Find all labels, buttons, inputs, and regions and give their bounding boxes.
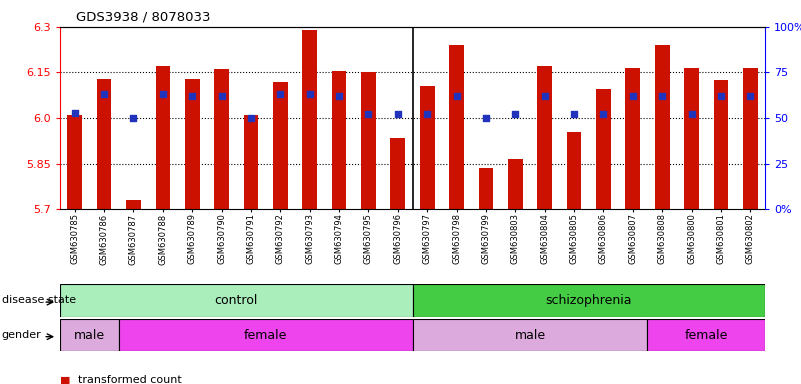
Text: ■: ■ — [60, 375, 70, 384]
Text: female: female — [244, 329, 288, 341]
Bar — [743, 68, 758, 209]
Bar — [626, 68, 640, 209]
Text: disease state: disease state — [2, 295, 76, 306]
Text: GDS3938 / 8078033: GDS3938 / 8078033 — [76, 10, 211, 23]
Bar — [60, 319, 119, 351]
Bar — [119, 319, 413, 351]
Bar — [449, 45, 464, 209]
Bar — [647, 319, 765, 351]
Bar — [185, 79, 199, 209]
Point — [186, 93, 199, 99]
Bar — [684, 68, 698, 209]
Bar — [413, 284, 765, 317]
Point — [304, 91, 316, 98]
Point — [714, 93, 727, 99]
Point — [127, 115, 140, 121]
Point — [685, 111, 698, 118]
Bar — [67, 115, 82, 209]
Text: male: male — [514, 329, 545, 341]
Point — [656, 93, 669, 99]
Point — [568, 111, 581, 118]
Bar — [126, 200, 141, 209]
Bar — [596, 89, 610, 209]
Point — [744, 93, 757, 99]
Bar — [302, 30, 317, 209]
Point — [68, 109, 81, 116]
Bar — [273, 81, 288, 209]
Point — [274, 91, 287, 98]
Point — [244, 115, 257, 121]
Point — [450, 93, 463, 99]
Point — [421, 111, 433, 118]
Bar — [97, 79, 111, 209]
Bar — [244, 115, 258, 209]
Point — [626, 93, 639, 99]
Bar — [420, 86, 434, 209]
Text: control: control — [215, 294, 258, 307]
Bar — [478, 168, 493, 209]
Point — [480, 115, 493, 121]
Point — [215, 93, 228, 99]
Text: male: male — [74, 329, 105, 341]
Bar — [214, 70, 229, 209]
Point — [98, 91, 111, 98]
Point — [392, 111, 405, 118]
Text: gender: gender — [2, 330, 42, 340]
Bar — [60, 284, 413, 317]
Bar — [508, 159, 522, 209]
Point — [597, 111, 610, 118]
Bar — [654, 45, 670, 209]
Bar — [155, 66, 170, 209]
Bar — [361, 73, 376, 209]
Point — [538, 93, 551, 99]
Text: schizophrenia: schizophrenia — [545, 294, 632, 307]
Bar — [390, 138, 405, 209]
Bar — [537, 66, 552, 209]
Bar — [332, 71, 346, 209]
Point — [156, 91, 169, 98]
Bar — [714, 80, 728, 209]
Text: female: female — [685, 329, 728, 341]
Point — [509, 111, 521, 118]
Text: transformed count: transformed count — [78, 375, 182, 384]
Bar — [413, 319, 647, 351]
Point — [362, 111, 375, 118]
Bar — [566, 132, 582, 209]
Point — [332, 93, 345, 99]
